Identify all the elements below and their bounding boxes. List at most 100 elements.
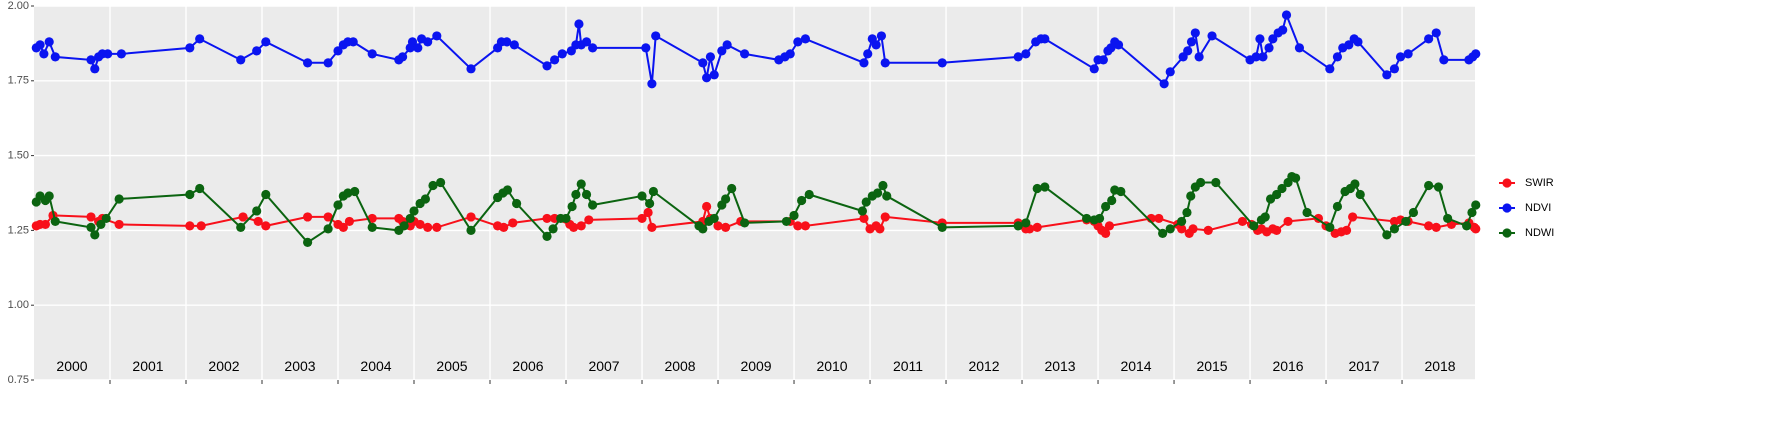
data-point — [432, 31, 442, 41]
data-point — [882, 191, 892, 201]
data-point — [195, 183, 205, 194]
data-point — [499, 222, 509, 233]
data-point — [1116, 186, 1126, 197]
data-point — [407, 37, 418, 47]
data-point — [1082, 213, 1092, 224]
data-point — [1040, 34, 1050, 44]
data-point — [1188, 224, 1198, 234]
data-point — [116, 49, 127, 59]
year-label: 2009 — [740, 358, 771, 374]
data-point — [645, 198, 655, 209]
data-point — [398, 52, 408, 62]
data-point — [651, 31, 661, 41]
data-point — [1395, 52, 1406, 62]
data-point — [1021, 49, 1031, 59]
data-point — [648, 186, 659, 197]
data-point — [542, 61, 552, 71]
data-point — [561, 213, 571, 224]
year-label: 2000 — [56, 358, 87, 374]
data-point — [1350, 179, 1360, 189]
year-label: 2001 — [132, 358, 163, 374]
data-point — [1471, 224, 1481, 234]
data-point — [1013, 221, 1023, 231]
data-point — [1255, 34, 1265, 44]
data-point — [1424, 34, 1434, 44]
year-label: 2017 — [1348, 358, 1379, 374]
data-point — [1268, 34, 1278, 44]
data-point — [1013, 52, 1023, 62]
data-point — [423, 222, 433, 233]
legend-label: SWIR — [1525, 177, 1554, 189]
data-point — [1186, 37, 1197, 47]
data-point — [196, 221, 206, 231]
data-point — [1443, 213, 1453, 224]
data-point — [1332, 201, 1343, 212]
data-point — [1278, 25, 1288, 35]
data-point — [937, 58, 947, 68]
data-point — [1355, 189, 1365, 200]
data-point — [405, 213, 415, 224]
data-point — [333, 46, 343, 56]
data-point — [781, 216, 792, 227]
data-point — [1389, 64, 1400, 74]
data-point — [1165, 224, 1175, 234]
data-point — [588, 200, 598, 210]
legend-marker — [1502, 178, 1512, 188]
data-point — [1104, 221, 1115, 231]
data-point — [1237, 216, 1248, 227]
data-point — [1341, 225, 1352, 235]
data-point — [1094, 213, 1105, 224]
data-point — [937, 222, 947, 233]
data-point — [261, 221, 271, 231]
year-label: 2005 — [436, 358, 467, 374]
data-point — [702, 201, 712, 212]
data-point — [303, 58, 313, 68]
data-point — [576, 221, 586, 231]
data-point — [1182, 207, 1192, 218]
data-point — [859, 213, 869, 224]
legend-marker — [1502, 203, 1512, 213]
data-point — [466, 64, 476, 74]
data-point — [871, 40, 881, 50]
data-point — [86, 222, 96, 233]
data-point — [793, 221, 803, 231]
data-point — [253, 216, 263, 227]
data-point — [1272, 189, 1282, 200]
data-point — [1032, 183, 1042, 194]
data-point — [1159, 79, 1169, 89]
data-point — [1431, 222, 1441, 233]
data-point — [39, 49, 49, 59]
data-point — [303, 237, 313, 247]
year-label: 2015 — [1196, 358, 1227, 374]
data-point — [1272, 225, 1282, 235]
data-point — [1032, 222, 1042, 233]
data-point — [740, 218, 750, 228]
data-point — [344, 216, 355, 227]
data-point — [1183, 46, 1193, 56]
data-point — [727, 183, 737, 194]
data-point — [1344, 40, 1354, 50]
year-label: 2013 — [1044, 358, 1075, 374]
data-point — [1283, 216, 1293, 227]
data-point — [114, 194, 124, 204]
legend-label: NDWI — [1525, 227, 1554, 239]
data-point — [420, 194, 431, 204]
data-point — [1424, 180, 1434, 191]
data-point — [581, 37, 592, 47]
data-point — [878, 180, 888, 191]
data-point — [542, 231, 552, 241]
data-point — [236, 55, 246, 65]
data-point — [1467, 207, 1477, 218]
data-point — [96, 219, 106, 230]
data-point — [548, 224, 558, 234]
data-point — [103, 49, 113, 59]
data-point — [114, 219, 124, 230]
data-point — [399, 221, 409, 231]
data-point — [323, 58, 333, 68]
data-point — [1401, 216, 1411, 227]
data-point — [1471, 49, 1481, 59]
y-tick-label: 0.75 — [8, 374, 29, 386]
data-point — [261, 189, 271, 200]
data-point — [1277, 183, 1287, 194]
